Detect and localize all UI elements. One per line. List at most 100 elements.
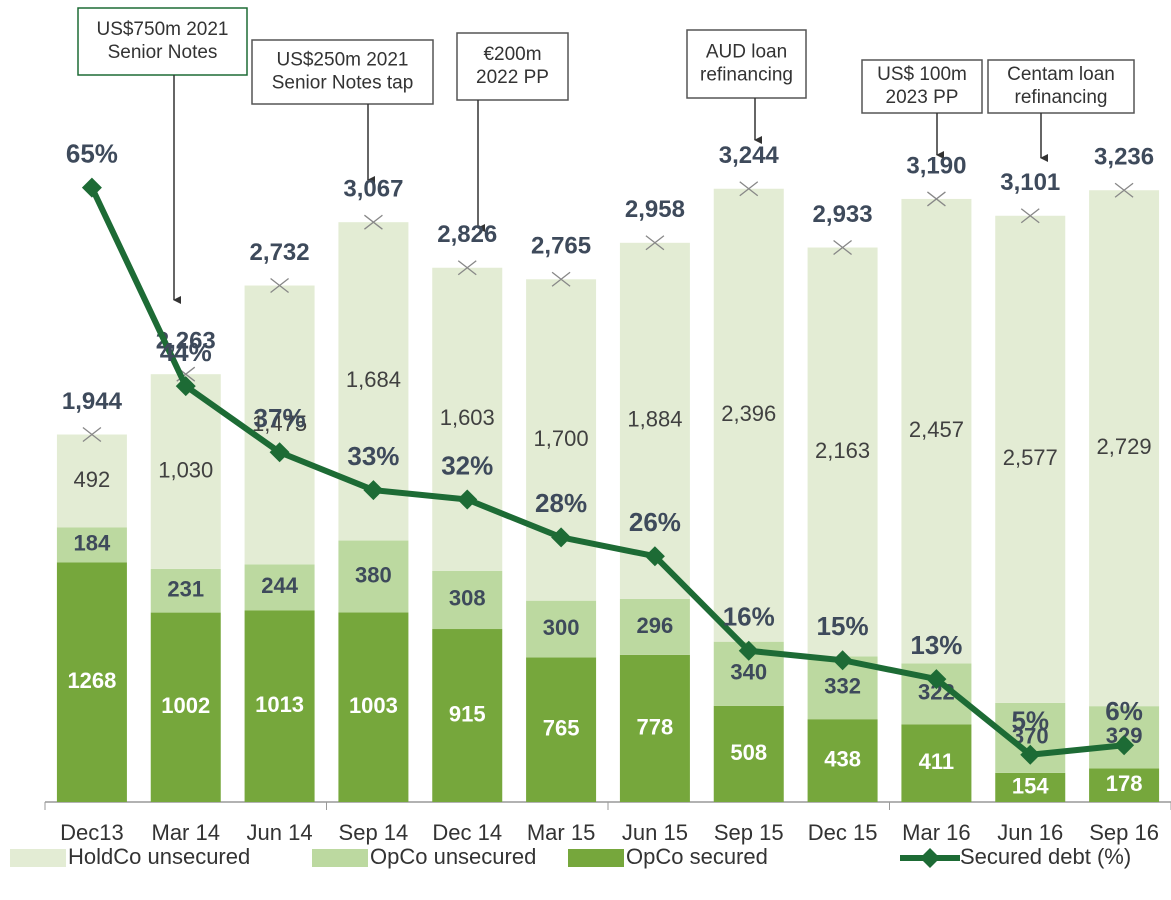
bar-segment-label: 1,684 [346,367,401,392]
bar-segment-label: 492 [74,467,111,492]
line-point-label: 44% [160,337,212,367]
bar-segment-label: 178 [1106,771,1143,796]
bar-segment-label: 2,729 [1097,434,1152,459]
total-marker [82,426,102,443]
total-label: 2,732 [250,239,310,266]
bar-segment-label: 1003 [349,693,398,718]
bar-segment [56,562,127,802]
bar-segment-label: 765 [543,716,580,741]
bar-segment [901,198,972,664]
line-point-label: 65% [66,138,118,168]
legend-label: HoldCo unsecured [68,844,250,869]
bar-segment [338,612,409,802]
bar-segment-label: 1,475 [252,411,307,436]
total-label: 3,190 [906,152,966,179]
annotation-text: €200m [483,44,541,65]
x-tick-label: Jun 16 [997,820,1063,845]
bar-segment-label: 1,700 [534,426,589,451]
bar-segment [526,600,597,658]
line-point-label: 16% [723,602,775,632]
x-tick-label: Mar 15 [527,820,595,845]
bar-segment [619,654,690,802]
bar-segment [150,568,221,613]
line-point [926,669,947,690]
annotation-box [77,7,248,76]
x-tick-label: Mar 14 [152,820,220,845]
line-point-label: 6% [1105,696,1143,726]
total-marker [739,181,759,197]
annotation-text: US$250m 2021 [276,50,408,71]
line-point [457,489,478,510]
line-point-label: 5% [1011,706,1049,736]
bar-segment-label: 300 [543,615,580,640]
bar-segment [56,527,127,563]
x-tick-label: Dec13 [60,820,124,845]
line-point [1114,735,1135,756]
bar-segment-label: 2,396 [721,401,776,426]
annotation-text: US$ 100m [877,64,967,85]
line-point-label: 28% [535,488,587,518]
total-label: 2,826 [437,221,497,248]
total-label: 2,958 [625,196,685,223]
line-point-label: 33% [347,441,399,471]
total-marker [270,278,289,294]
annotation-box [456,32,569,101]
bar-segment-label: 231 [167,577,204,602]
line-point [363,480,384,501]
line-point [175,376,196,397]
bar-segment [338,540,409,613]
line-point [832,650,853,671]
bar-segment [150,374,221,569]
bar-segment [56,434,127,528]
total-label: 2,933 [813,201,873,228]
annotation-text: AUD loan [706,42,787,63]
bar-segment-label: 438 [824,746,861,771]
bar-segment-label: 380 [355,562,392,587]
annotation-box [251,39,434,105]
line-point [81,177,102,198]
legend-swatch [10,849,66,867]
total-marker [1114,182,1134,198]
legend-label: Secured debt (%) [960,844,1131,869]
line-point [1020,744,1041,765]
total-marker [833,240,852,256]
bar-segment-label: 915 [449,701,486,726]
bar-segment-label: 508 [730,740,767,765]
line-point [269,442,290,463]
line-point [551,527,572,548]
bar-segment [244,564,315,611]
bar-segment-label: 2,457 [909,417,964,442]
x-tick-label: Dec 14 [432,820,502,845]
line-point [644,546,665,567]
legend-label: OpCo unsecured [370,844,536,869]
annotation-text: refinancing [1015,87,1108,108]
bar-segment [901,724,972,802]
line-point-label: 15% [817,611,869,641]
total-marker [1020,208,1040,224]
annotation-text: 2022 PP [476,67,549,88]
bar-segment [1089,768,1160,802]
bar-segment [807,719,878,802]
total-marker [645,235,665,251]
x-tick-label: Jun 15 [622,820,688,845]
bar-segment-label: 1,603 [440,405,495,430]
total-label: 3,236 [1094,144,1154,171]
total-marker [364,214,383,230]
annotation-text: Centam loan [1007,64,1115,85]
bar-segment [526,657,597,802]
x-tick-label: Jun 14 [247,820,313,845]
bar-segment [713,188,784,642]
bar-segment-label: 1002 [161,693,210,718]
bar-segment-label: 332 [824,674,861,699]
bar-segment-label: 244 [261,573,298,598]
annotation-box [861,59,983,114]
x-tick-label: Sep 16 [1089,820,1159,845]
bar-segment-label: 2,577 [1003,445,1058,470]
bar-segment [1089,190,1160,707]
annotation-box [987,59,1135,114]
total-label: 3,244 [719,142,780,169]
bar-segment [995,772,1066,802]
annotation-text: 2023 PP [886,87,959,108]
bar-segment [432,629,503,802]
